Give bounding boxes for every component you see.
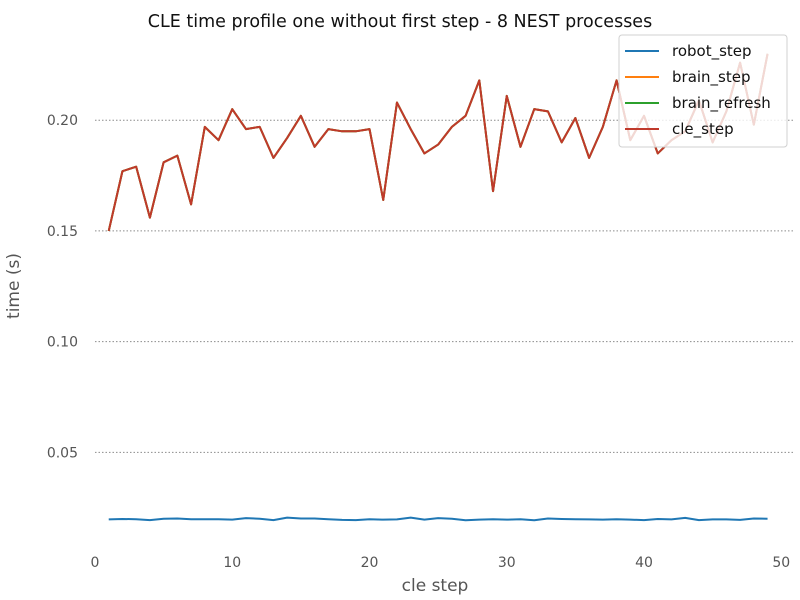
x-tick-label: 30 [498, 555, 516, 571]
x-tick-label: 10 [223, 555, 241, 571]
series-line-robot-step [108, 516, 768, 522]
chart-title: CLE time profile one without first step … [148, 12, 652, 32]
y-tick-label: 0.20 [47, 113, 78, 129]
x-tick-label: 50 [772, 555, 790, 571]
x-tick-label: 20 [361, 555, 379, 571]
y-tick-label: 0.10 [47, 335, 78, 351]
legend-box [618, 34, 788, 148]
series-line-cle-step [107, 53, 769, 232]
y-axis-ticks: 0.05 0.10 0.15 0.20 [47, 113, 78, 461]
y-axis-label: time (s) [4, 253, 24, 319]
legend-label-cle-step: cle_step [672, 120, 734, 139]
legend-label-robot-step: robot_step [672, 42, 752, 61]
x-axis-ticks: 0 10 20 30 40 50 [91, 555, 791, 571]
legend-label-brain-step: brain_step [672, 68, 751, 87]
legend: robot_step brain_step brain_refresh cle_ste… [618, 34, 788, 148]
x-tick-label: 0 [91, 555, 100, 571]
y-tick-label: 0.05 [47, 445, 78, 461]
y-tick-label: 0.15 [47, 224, 78, 240]
gridlines [95, 119, 795, 453]
legend-label-brain-refresh: brain_refresh [672, 94, 771, 113]
x-tick-label: 40 [635, 555, 653, 571]
x-axis-label: cle step [402, 576, 469, 596]
series-lines [107, 53, 769, 522]
